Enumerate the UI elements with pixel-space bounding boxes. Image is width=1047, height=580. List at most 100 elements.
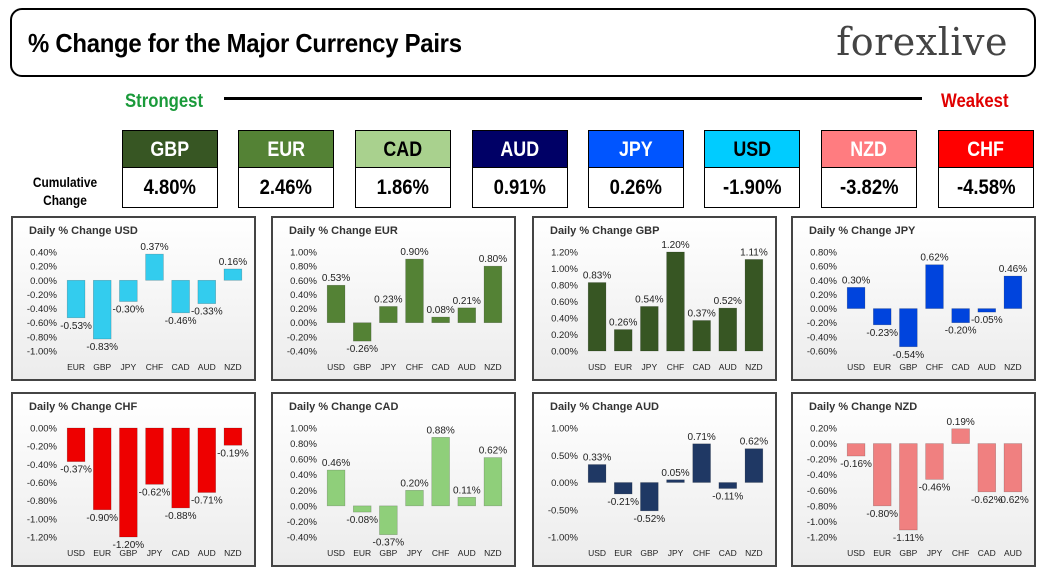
y-tick-label: 0.40% <box>810 276 837 287</box>
data-label: -0.23% <box>866 328 898 339</box>
category-label: CAD <box>719 548 737 558</box>
cumulative-change-value: 0.91% <box>472 168 568 208</box>
category-label: AUD <box>458 362 476 372</box>
data-label: -0.62% <box>971 495 1003 506</box>
y-tick-label: 0.60% <box>810 262 837 273</box>
bar-usd <box>587 282 607 352</box>
y-tick-label: -0.80% <box>807 501 838 512</box>
chart-title: Daily % Change CHF <box>29 401 137 413</box>
category-label: EUR <box>614 362 632 372</box>
category-label: GBP <box>119 548 137 558</box>
chart-panel-3: Daily % Change GBP 1.20% 1.00% 0.80% 0.60% 0.… <box>532 216 777 381</box>
cumulative-change-value: 0.26% <box>588 168 684 208</box>
data-label: 0.20% <box>400 478 428 489</box>
bar-nzd <box>744 259 764 352</box>
bar-chart: Daily % Change JPY 0.80% 0.60% 0.40% 0.20% 0.… <box>793 218 1034 379</box>
y-tick-label: 0.20% <box>290 486 317 497</box>
bar-aud <box>718 307 737 352</box>
weakest-label: Weakest <box>941 91 1009 112</box>
bar-eur <box>873 308 892 326</box>
category-label: NZD <box>484 548 501 558</box>
bar-chart: Daily % Change USD 0.40% 0.20% 0.00% -0.20% -… <box>13 218 254 379</box>
category-label: CAD <box>952 362 970 372</box>
category-label: JPY <box>668 548 684 558</box>
y-tick-label: -1.00% <box>27 514 58 525</box>
bar-usd <box>326 469 346 507</box>
bar-gbp <box>353 322 372 342</box>
bar-chf <box>666 251 685 352</box>
y-tick-label: 0.80% <box>290 262 317 273</box>
y-tick-label: 0.00% <box>551 478 578 489</box>
y-tick-label: 0.00% <box>551 347 578 358</box>
y-tick-label: -0.40% <box>287 347 318 358</box>
cumulative-change-value: 1.86% <box>355 168 451 208</box>
chart-title: Daily % Change JPY <box>809 225 916 237</box>
currency-box-gbp: GBP 4.80% <box>122 130 218 208</box>
y-tick-label: -0.40% <box>807 470 838 481</box>
data-label: -0.05% <box>971 315 1003 326</box>
data-label: -0.54% <box>893 350 925 361</box>
category-label: CAD <box>432 362 450 372</box>
bar-jpy <box>379 306 398 324</box>
bar-chf <box>692 443 711 483</box>
y-tick-label: -0.20% <box>287 332 318 343</box>
category-label: CHF <box>926 362 943 372</box>
chart-title: Daily % Change AUD <box>550 401 659 413</box>
y-tick-label: 0.00% <box>30 276 57 287</box>
bar-jpy <box>145 427 164 485</box>
bar-jpy <box>640 306 659 352</box>
bar-chf <box>951 428 970 444</box>
category-label: AUD <box>1004 548 1022 558</box>
y-tick-label: 0.40% <box>30 248 57 259</box>
category-label: EUR <box>614 548 632 558</box>
category-label: CHF <box>667 362 684 372</box>
y-tick-label: 1.00% <box>290 424 317 435</box>
chart-title: Daily % Change USD <box>29 225 138 237</box>
bar-chart: Daily % Change CHF 0.00% -0.20% -0.40% -0.60… <box>13 394 254 565</box>
y-tick-label: -0.20% <box>27 290 58 301</box>
cumulative-change-value: 4.80% <box>122 168 218 208</box>
bar-cad <box>431 316 450 324</box>
y-tick-label: 1.00% <box>551 424 578 435</box>
chart-panel-1: Daily % Change USD 0.40% 0.20% 0.00% -0.20% -… <box>11 216 256 381</box>
currency-box-cad: CAD 1.86% <box>355 130 451 208</box>
category-label: JPY <box>121 362 137 372</box>
category-label: USD <box>67 548 85 558</box>
data-label: -0.37% <box>373 538 405 549</box>
data-label: 0.54% <box>635 294 663 305</box>
y-tick-label: -0.80% <box>27 332 58 343</box>
bar-gbp <box>93 279 112 340</box>
bar-chf <box>145 253 164 281</box>
bar-jpy <box>119 279 138 302</box>
bar-nzd <box>223 427 243 446</box>
data-label: 0.46% <box>322 458 350 469</box>
bar-chart: Daily % Change CAD 1.00% 0.80% 0.60% 0.40% 0.… <box>273 394 514 565</box>
bar-gbp <box>899 308 918 348</box>
chart-panel-4: Daily % Change JPY 0.80% 0.60% 0.40% 0.20% 0.… <box>791 216 1036 381</box>
data-label: 0.05% <box>661 468 689 479</box>
chart-panel-5: Daily % Change CHF 0.00% -0.20% -0.40% -0.60… <box>11 392 256 567</box>
bar-nzd <box>483 265 503 324</box>
category-label: CAD <box>172 362 190 372</box>
bar-eur <box>873 443 892 507</box>
bar-nzd <box>483 457 503 507</box>
cumulative-change-value: 2.46% <box>238 168 334 208</box>
y-tick-label: -0.40% <box>27 460 58 471</box>
data-label: 0.53% <box>322 273 350 284</box>
y-tick-label: -1.20% <box>807 533 838 544</box>
category-label: USD <box>327 362 345 372</box>
y-tick-label: -0.80% <box>27 496 58 507</box>
category-label: CHF <box>146 362 163 372</box>
data-label: 0.23% <box>374 294 402 305</box>
category-label: AUD <box>198 362 216 372</box>
data-label: 0.26% <box>609 318 637 329</box>
category-label: CAD <box>172 548 190 558</box>
y-tick-label: 0.80% <box>810 248 837 259</box>
data-label: -1.11% <box>893 533 924 544</box>
category-label: CAD <box>978 548 996 558</box>
bar-chart: Daily % Change GBP1.20%1.00%0.80%0.60%0.… <box>534 218 775 379</box>
y-tick-label: 0.40% <box>290 470 317 481</box>
bar-eur <box>93 427 112 511</box>
data-label: -0.52% <box>634 514 666 525</box>
category-label: AUD <box>978 362 996 372</box>
